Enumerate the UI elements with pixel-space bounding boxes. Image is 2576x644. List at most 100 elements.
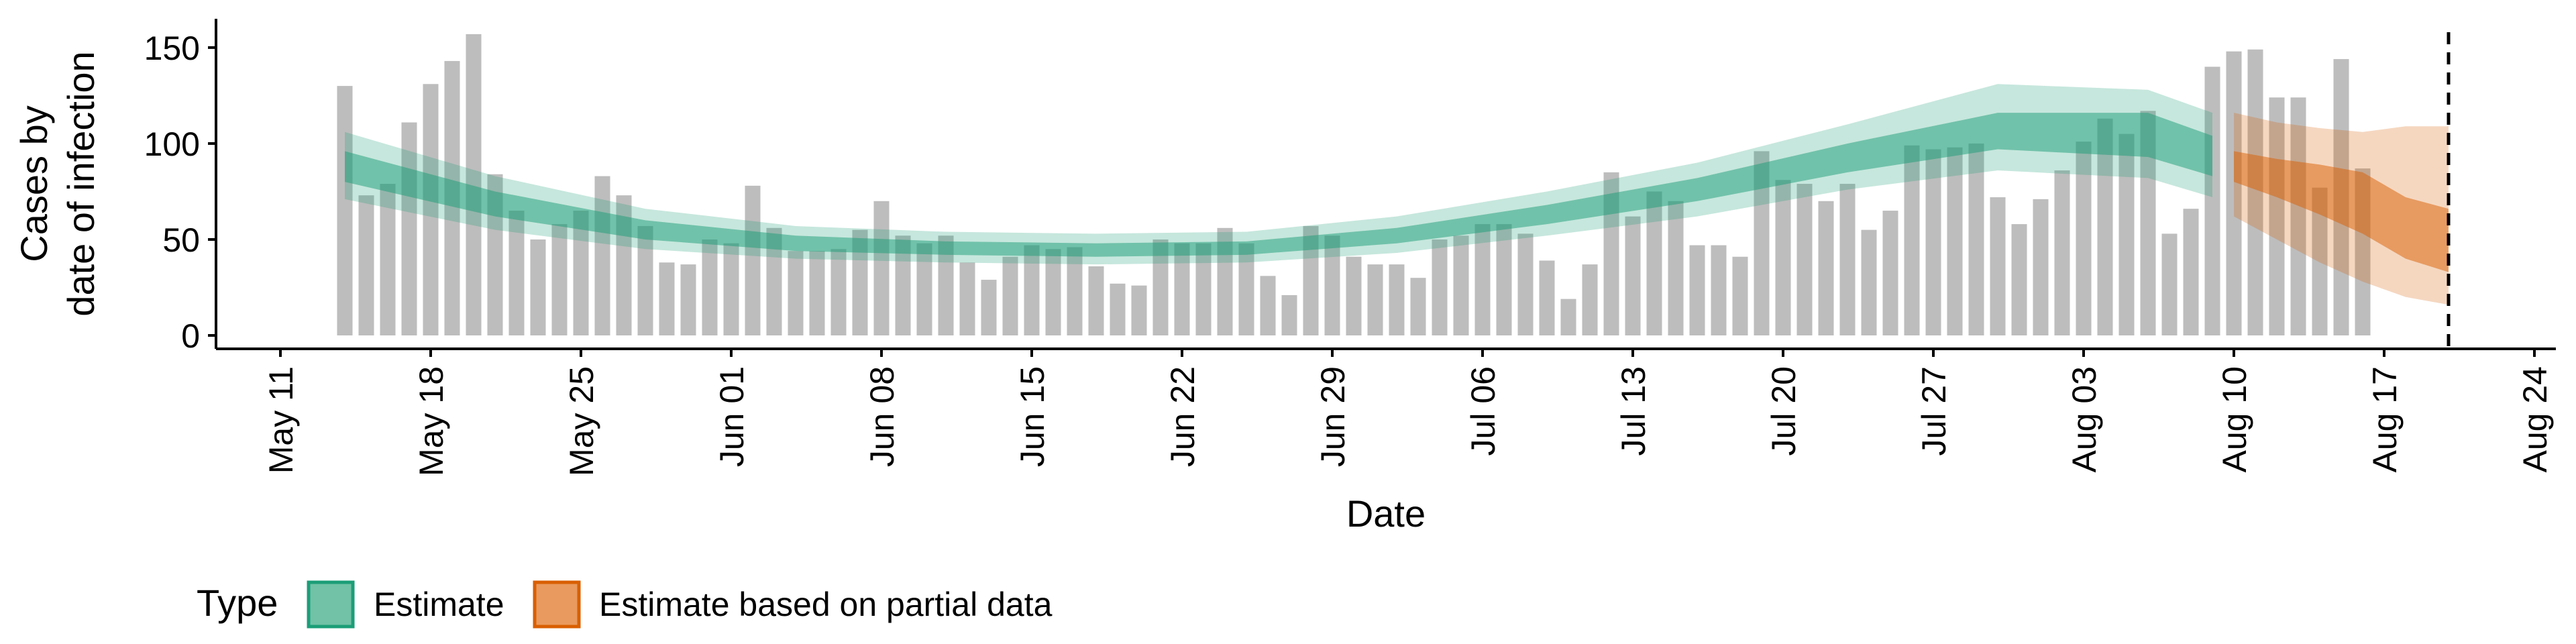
observed-bar (2226, 51, 2242, 335)
observed-bar (702, 239, 718, 335)
observed-bar (573, 211, 589, 335)
observed-bar (1131, 285, 1147, 335)
x-tick-label: Jun 29 (1314, 366, 1352, 467)
observed-bar (766, 227, 782, 335)
observed-bar (895, 235, 911, 335)
observed-bar (1324, 235, 1340, 335)
observed-bar (1689, 245, 1705, 335)
observed-bar (1195, 243, 1212, 335)
observed-bar (1367, 264, 1383, 335)
observed-bar (1925, 149, 1941, 335)
legend-title: Type (197, 582, 278, 624)
x-tick-label: Jun 01 (713, 366, 751, 467)
y-tick-label: 50 (162, 221, 200, 259)
observed-bar (551, 224, 568, 335)
observed-bar (2312, 187, 2328, 335)
observed-bar (1668, 201, 1684, 335)
estimate-band-50 (345, 113, 2212, 257)
x-tick-label: Jun 15 (1014, 366, 1051, 467)
x-tick-label: Jul 27 (1915, 366, 1953, 455)
observed-bar (2269, 97, 2285, 335)
y-axis-label-line-2: date of infection (60, 51, 102, 316)
observed-bar (1389, 264, 1405, 335)
x-tick-label: Aug 10 (2216, 366, 2253, 472)
estimate-band-90 (345, 84, 2212, 265)
estimate-bands (345, 84, 2449, 305)
observed-bar (1560, 299, 1576, 335)
observed-bar (2183, 209, 2199, 335)
legend-key-estimate (307, 580, 355, 629)
x-axis-label: Date (1346, 492, 1426, 535)
observed-bar (1453, 235, 1469, 335)
x-tick-label: Aug 24 (2516, 366, 2554, 472)
legend-label-estimate: Estimate (374, 586, 504, 623)
observed-bar (959, 262, 975, 335)
observed-bar (830, 249, 847, 335)
x-tick-label: Jun 22 (1164, 366, 1201, 467)
observed-bar (1947, 147, 1963, 336)
observed-bar (1990, 197, 2006, 335)
observed-bar (1152, 239, 1169, 335)
observed-bar (1174, 243, 1190, 335)
observed-bar (1625, 216, 1641, 335)
x-tick-label: May 25 (563, 366, 600, 476)
observed-bar (380, 184, 396, 335)
observed-bar (809, 251, 825, 335)
y-tick-label: 0 (181, 317, 200, 355)
observed-bar (2054, 170, 2070, 335)
observed-bar (873, 201, 890, 335)
observed-bar (2290, 97, 2306, 335)
observed-bar (358, 195, 374, 335)
observed-bar (1754, 151, 1770, 335)
x-tick-label: Aug 03 (2065, 366, 2103, 472)
x-tick-label: Jul 06 (1464, 366, 1502, 455)
observed-bar (916, 243, 932, 335)
observed-bar (659, 262, 675, 335)
observed-bar (1732, 256, 1748, 335)
observed-bar (2204, 66, 2220, 336)
observed-bar (530, 239, 546, 335)
observed-bar (337, 86, 353, 335)
observed-bar (1346, 256, 1362, 335)
legend-label-partial-estimate: Estimate based on partial data (599, 586, 1053, 623)
observed-bar (1539, 260, 1555, 335)
observed-bar (788, 251, 804, 335)
observed-bar (2011, 224, 2027, 335)
y-tick-label: 150 (144, 30, 200, 67)
observed-bar (1303, 225, 1319, 335)
observed-bar (1045, 249, 1061, 335)
observed-bar (1796, 184, 1813, 335)
observed-bar (745, 185, 761, 335)
legend: Type Estimate Estimate based on partial … (197, 580, 1053, 629)
observed-bar (1260, 276, 1276, 335)
observed-bar (466, 34, 482, 335)
observed-bar (1882, 211, 1898, 335)
observed-bar (981, 280, 997, 335)
observed-bar (852, 229, 868, 335)
legend-key-partial-estimate (533, 580, 581, 629)
y-tick-label: 100 (144, 125, 200, 163)
x-tick-label: May 11 (262, 366, 300, 474)
axes: 0 50 100 150 May 11 May 18 May 25 Jun 01 Jun 08 J… (144, 19, 2556, 476)
x-tick-label: Jul 13 (1615, 366, 1652, 455)
observed-bar (1410, 278, 1426, 335)
observed-bar (1711, 245, 1727, 335)
observed-bar (1281, 294, 1297, 335)
x-tick-label: Aug 17 (2366, 366, 2404, 472)
observed-bar (723, 243, 739, 335)
y-axis-label-line-1: Cases by (13, 105, 55, 262)
observed-bar (1861, 229, 1877, 335)
observed-bar (1904, 145, 1920, 336)
x-tick-label: Jun 08 (863, 366, 901, 467)
observed-bar (2247, 49, 2263, 335)
observed-bar (2118, 133, 2135, 336)
observed-bar (2140, 111, 2156, 336)
observed-bar (1088, 266, 1104, 335)
observed-bar (1474, 224, 1491, 335)
observed-bar (1968, 143, 1984, 335)
observed-bar (1496, 224, 1512, 335)
observed-bar (938, 235, 954, 335)
observed-bars (337, 34, 2371, 336)
observed-bar (2097, 118, 2113, 335)
